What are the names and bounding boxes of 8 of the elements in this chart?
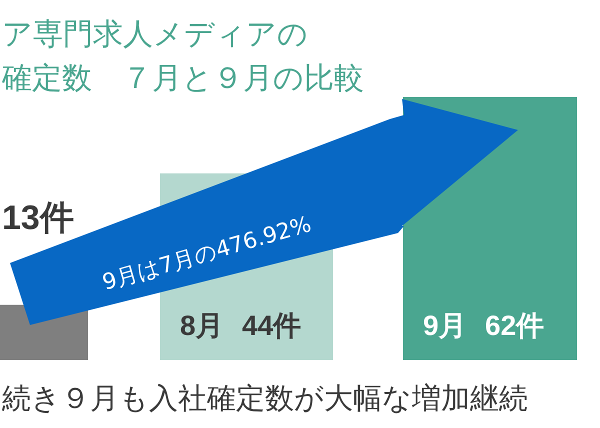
- chart-subtitle: 確定数 ７月と９月の比較: [1, 61, 364, 96]
- x-tick-label: 8月: [180, 310, 224, 341]
- data-label: 13件: [2, 198, 74, 237]
- x-tick-label: 9月: [423, 310, 467, 341]
- data-label: 44件: [242, 310, 302, 341]
- chart-title: ア専門求人メディアの: [2, 17, 308, 52]
- data-label: 62件: [485, 310, 544, 341]
- text: 続き９月も入社確定数が大幅な増加継続: [1, 381, 528, 415]
